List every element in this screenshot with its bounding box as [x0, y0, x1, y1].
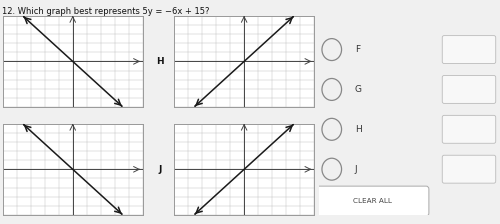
Text: CLEAR ALL: CLEAR ALL [354, 198, 392, 204]
Text: F: F [355, 45, 360, 54]
Text: H: H [355, 125, 362, 134]
FancyBboxPatch shape [442, 36, 496, 64]
Text: 12. Which graph best represents 5y = −6x + 15?: 12. Which graph best represents 5y = −6x… [2, 7, 210, 16]
Text: H: H [156, 57, 164, 66]
FancyBboxPatch shape [442, 115, 496, 143]
Text: J: J [158, 165, 162, 174]
Text: J: J [355, 165, 358, 174]
Text: G: G [355, 85, 362, 94]
FancyBboxPatch shape [442, 155, 496, 183]
FancyBboxPatch shape [442, 75, 496, 103]
FancyBboxPatch shape [316, 186, 429, 216]
